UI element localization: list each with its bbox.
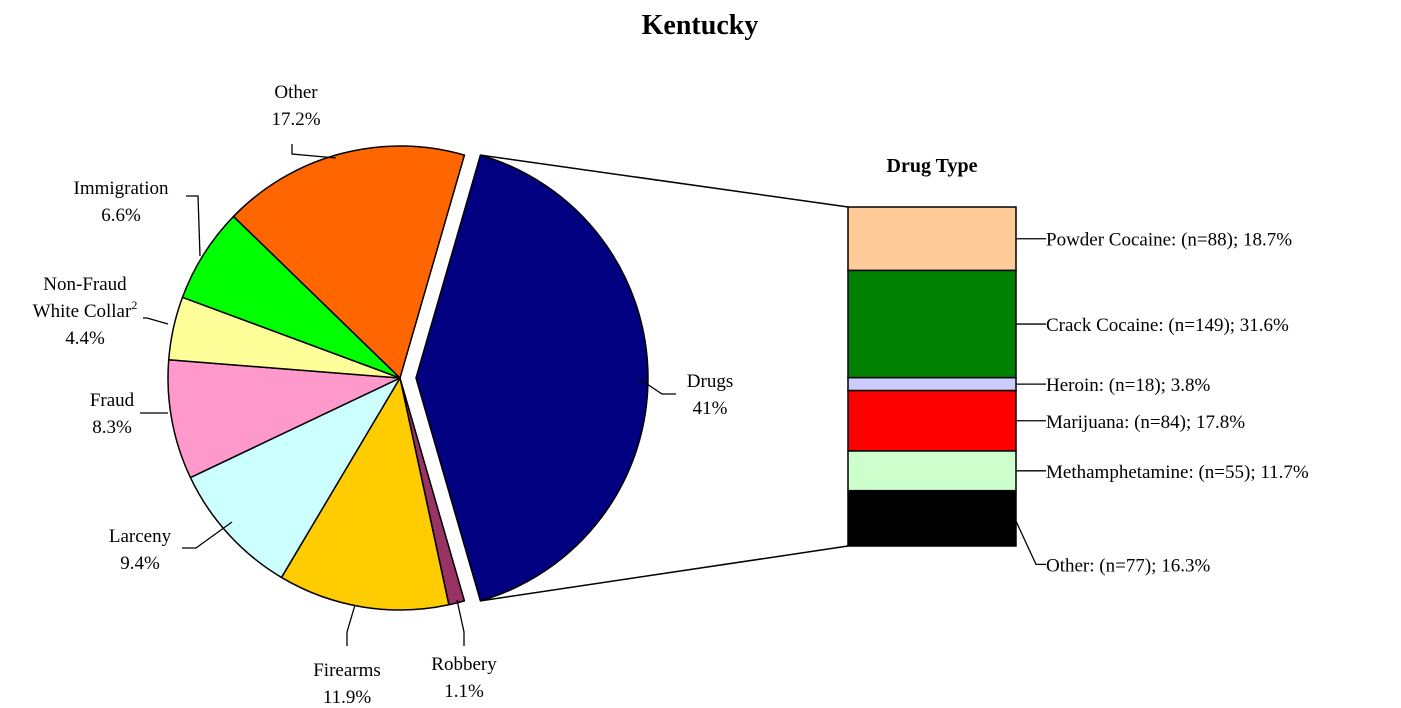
connector-lines bbox=[480, 154, 849, 602]
slice-label-robbery: Robbery bbox=[431, 654, 497, 675]
slice-value-other: 17.2% bbox=[271, 109, 320, 130]
slice-label-larceny: Larceny bbox=[109, 526, 172, 547]
pie: Drugs 41% Robbery 1.1% Firearms 11.9% Larceny 9… bbox=[33, 82, 734, 708]
chart-title: Kentucky bbox=[642, 10, 759, 41]
pie-slice-drugs bbox=[415, 154, 649, 602]
bar-label-crack-cocaine: Crack Cocaine: (n=149); 31.6% bbox=[1046, 315, 1289, 336]
slice-label-non-fraud-white-collar: Non-Fraud bbox=[43, 274, 127, 295]
bar-segment-marijuana bbox=[847, 389, 1017, 452]
bar-leader-other bbox=[1015, 520, 1046, 565]
leader-line-drugs bbox=[637, 377, 676, 395]
slice-label-other: Other bbox=[274, 82, 318, 103]
slice-value-drugs: 41% bbox=[693, 398, 728, 419]
leader-line-robbery bbox=[456, 599, 465, 646]
bar-label-marijuana: Marijuana: (n=84); 17.8% bbox=[1046, 412, 1245, 433]
pie-slice-other bbox=[232, 145, 466, 379]
bar-segment-powder-cocaine bbox=[847, 206, 1017, 272]
breakdown-title: Drug Type bbox=[887, 155, 978, 177]
slice-label-non-fraud-white-collar: White Collar2 bbox=[33, 298, 138, 322]
slice-value-larceny: 9.4% bbox=[120, 553, 160, 574]
leader-line-immigration bbox=[186, 195, 201, 257]
bar-label-methamphetamine: Methamphetamine: (n=55); 11.7% bbox=[1046, 462, 1309, 483]
slice-label-drugs: Drugs bbox=[687, 371, 733, 392]
breakdown-bar: Powder Cocaine: (n=88); 18.7% Crack Cocai… bbox=[847, 206, 1309, 576]
bar-label-powder-cocaine: Powder Cocaine: (n=88); 18.7% bbox=[1046, 230, 1292, 251]
leader-line-non-fraud-white-collar bbox=[143, 317, 169, 325]
pie-slice-firearms bbox=[280, 377, 450, 611]
slice-label-immigration: Immigration bbox=[74, 178, 169, 199]
leader-line-firearms bbox=[346, 604, 356, 646]
slice-label-fraud: Fraud bbox=[90, 390, 135, 411]
leader-line-larceny bbox=[182, 521, 233, 549]
connector-bottom bbox=[480, 545, 849, 602]
connector-top bbox=[480, 154, 849, 208]
pie-slice-larceny bbox=[189, 377, 401, 579]
leader-line-other bbox=[291, 144, 337, 159]
pie-slice-fraud bbox=[167, 359, 401, 479]
bar-label-heroin: Heroin: (n=18); 3.8% bbox=[1046, 375, 1210, 396]
slice-value-fraud: 8.3% bbox=[92, 417, 132, 438]
bar-segment-other bbox=[847, 489, 1017, 547]
slice-value-firearms: 11.9% bbox=[323, 687, 372, 708]
slice-label-firearms: Firearms bbox=[313, 660, 381, 681]
bar-segment-methamphetamine bbox=[847, 450, 1017, 492]
slice-value-non-fraud-white-collar: 4.4% bbox=[65, 328, 105, 349]
slice-value-robbery: 1.1% bbox=[444, 681, 484, 702]
bar-segment-crack-cocaine bbox=[847, 269, 1017, 379]
bar-label-other: Other: (n=77); 16.3% bbox=[1046, 555, 1210, 576]
slice-value-immigration: 6.6% bbox=[101, 205, 141, 226]
bar-segment-heroin bbox=[847, 376, 1017, 392]
